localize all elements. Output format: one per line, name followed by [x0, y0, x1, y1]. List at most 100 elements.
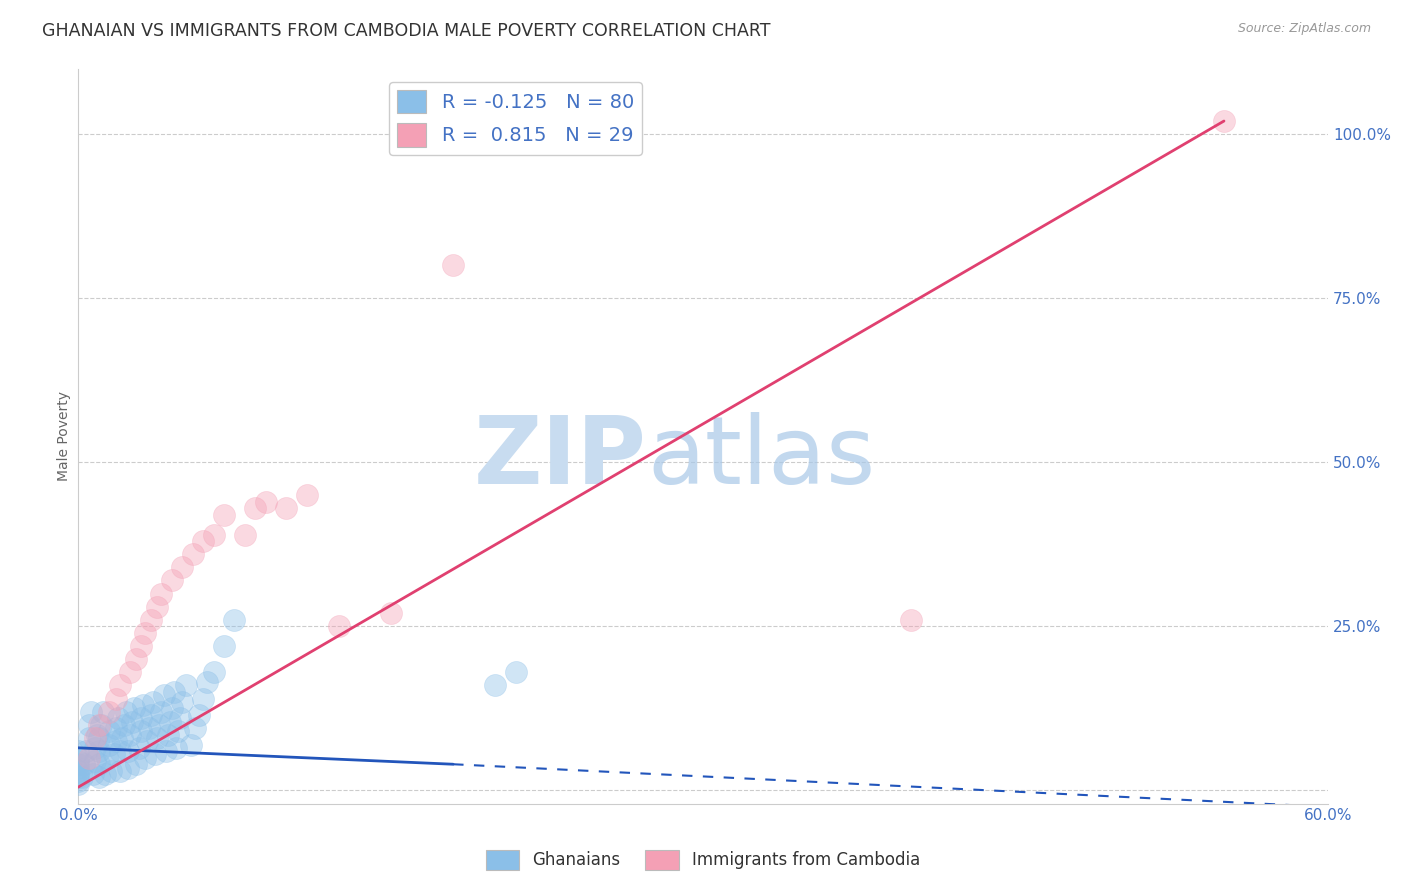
- Point: [107, 711, 129, 725]
- Point: [73, 757, 96, 772]
- Point: [195, 675, 218, 690]
- Point: [254, 494, 277, 508]
- Point: [94, 767, 117, 781]
- Point: [108, 744, 131, 758]
- Point: [98, 724, 121, 739]
- Point: [111, 731, 134, 745]
- Point: [202, 527, 225, 541]
- Point: [172, 695, 194, 709]
- Point: [77, 750, 100, 764]
- Point: [125, 757, 148, 772]
- Point: [83, 754, 105, 768]
- Point: [67, 757, 90, 772]
- Point: [150, 705, 173, 719]
- Point: [176, 678, 198, 692]
- Point: [67, 777, 90, 791]
- Point: [146, 731, 169, 745]
- Point: [79, 705, 101, 719]
- Point: [202, 665, 225, 680]
- Point: [67, 760, 90, 774]
- Point: [163, 685, 186, 699]
- Point: [87, 731, 110, 745]
- Point: [87, 757, 110, 772]
- Point: [108, 678, 131, 692]
- Point: [900, 613, 922, 627]
- Point: [112, 718, 135, 732]
- Point: [505, 665, 527, 680]
- Point: [152, 689, 174, 703]
- Point: [135, 734, 157, 748]
- Text: atlas: atlas: [647, 412, 875, 504]
- Point: [83, 740, 105, 755]
- Point: [150, 586, 173, 600]
- Legend: Ghanaians, Immigrants from Cambodia: Ghanaians, Immigrants from Cambodia: [479, 843, 927, 877]
- Point: [159, 714, 181, 729]
- Point: [117, 760, 139, 774]
- Point: [148, 718, 170, 732]
- Point: [100, 764, 122, 778]
- Point: [142, 695, 165, 709]
- Point: [121, 714, 143, 729]
- Point: [191, 691, 214, 706]
- Point: [129, 724, 152, 739]
- Point: [212, 639, 235, 653]
- Point: [103, 747, 125, 762]
- Point: [180, 738, 202, 752]
- Point: [104, 721, 127, 735]
- Point: [117, 744, 139, 758]
- Point: [245, 501, 267, 516]
- Point: [104, 691, 127, 706]
- Point: [104, 734, 127, 748]
- Point: [87, 744, 110, 758]
- Point: [143, 747, 166, 762]
- Point: [165, 740, 187, 755]
- Point: [108, 764, 131, 778]
- Point: [131, 698, 153, 713]
- Point: [1213, 114, 1236, 128]
- Point: [156, 728, 179, 742]
- Point: [297, 488, 319, 502]
- Point: [233, 527, 256, 541]
- Point: [67, 764, 90, 778]
- Point: [72, 770, 94, 784]
- Point: [87, 718, 110, 732]
- Point: [181, 547, 204, 561]
- Point: [67, 773, 90, 788]
- Point: [67, 744, 90, 758]
- Point: [67, 770, 90, 784]
- Point: [188, 708, 211, 723]
- Point: [77, 731, 100, 745]
- Point: [172, 560, 194, 574]
- Point: [134, 750, 156, 764]
- Point: [191, 534, 214, 549]
- Text: GHANAIAN VS IMMIGRANTS FROM CAMBODIA MALE POVERTY CORRELATION CHART: GHANAIAN VS IMMIGRANTS FROM CAMBODIA MAL…: [42, 22, 770, 40]
- Point: [125, 652, 148, 666]
- Point: [75, 744, 97, 758]
- Point: [139, 708, 162, 723]
- Point: [90, 718, 112, 732]
- Point: [276, 501, 298, 516]
- Point: [212, 508, 235, 522]
- Point: [86, 728, 108, 742]
- Point: [139, 613, 162, 627]
- Point: [128, 740, 150, 755]
- Point: [120, 728, 142, 742]
- Point: [96, 750, 118, 764]
- Point: [120, 665, 142, 680]
- Point: [134, 626, 156, 640]
- Y-axis label: Male Poverty: Male Poverty: [58, 391, 72, 481]
- Point: [167, 724, 190, 739]
- Point: [98, 705, 121, 719]
- Text: ZIP: ZIP: [474, 412, 647, 504]
- Point: [138, 721, 160, 735]
- Point: [328, 619, 350, 633]
- Point: [129, 639, 152, 653]
- Point: [155, 744, 177, 758]
- Point: [224, 613, 246, 627]
- Point: [484, 678, 506, 692]
- Point: [98, 738, 121, 752]
- Point: [124, 701, 146, 715]
- Point: [146, 599, 169, 614]
- Point: [67, 767, 90, 781]
- Point: [169, 711, 191, 725]
